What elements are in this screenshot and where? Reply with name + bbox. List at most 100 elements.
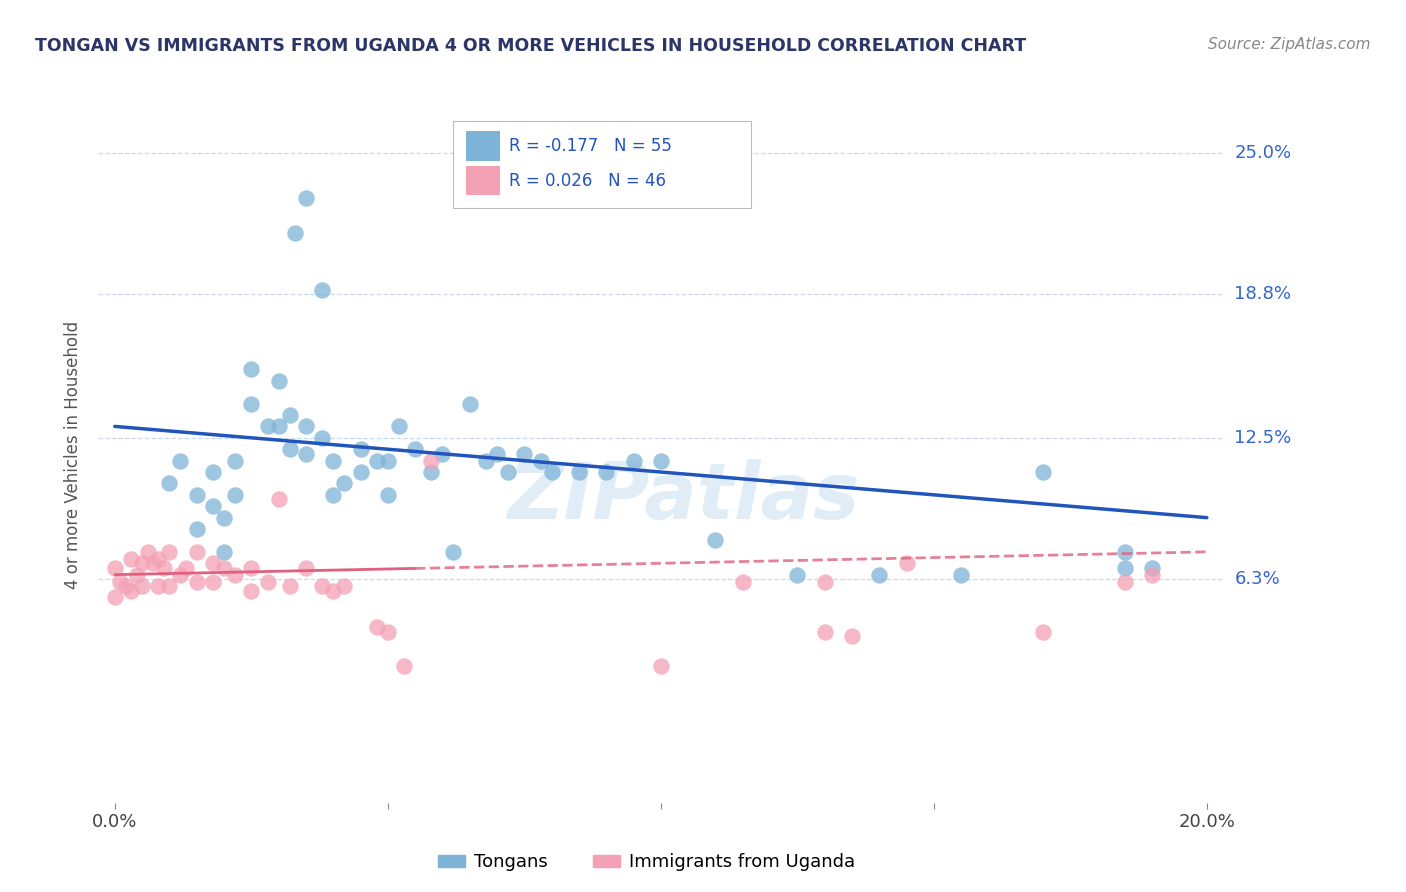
Point (212, 545, 235, 559)
Point (595, 465, 617, 479)
Point (311, 431, 333, 445)
Point (295, 561, 318, 575)
Point (110, 574, 132, 589)
Point (404, 442, 426, 457)
Point (104, 561, 127, 575)
Point (731, 574, 754, 589)
Point (377, 488, 399, 502)
Point (322, 453, 344, 467)
FancyBboxPatch shape (453, 121, 751, 208)
Point (157, 579, 180, 593)
Point (366, 453, 388, 467)
Point (841, 629, 863, 643)
Text: Source: ZipAtlas.com: Source: ZipAtlas.com (1208, 37, 1371, 53)
Point (623, 453, 645, 467)
Point (153, 561, 176, 575)
Point (420, 465, 443, 479)
Point (157, 476, 180, 491)
Point (157, 545, 180, 559)
Point (212, 510, 235, 524)
Point (814, 574, 837, 589)
Point (349, 465, 371, 479)
Text: R = -0.177   N = 55: R = -0.177 N = 55 (509, 137, 672, 155)
Point (322, 488, 344, 502)
Text: 25.0%: 25.0% (1234, 144, 1292, 161)
Point (267, 374, 290, 388)
Point (224, 488, 246, 502)
Point (267, 492, 290, 507)
Point (530, 453, 553, 467)
Point (186, 574, 208, 589)
Point (420, 453, 443, 467)
Point (1032, 624, 1054, 639)
Point (169, 453, 191, 467)
Point (650, 659, 672, 673)
Point (295, 419, 318, 434)
Legend: Tongans, Immigrants from Uganda: Tongans, Immigrants from Uganda (430, 847, 863, 879)
Point (186, 488, 208, 502)
Point (333, 579, 356, 593)
Text: 12.5%: 12.5% (1234, 429, 1292, 447)
Point (240, 561, 263, 575)
Point (950, 567, 973, 582)
Point (513, 447, 536, 461)
Point (202, 465, 225, 479)
Text: TONGAN VS IMMIGRANTS FROM UGANDA 4 OR MORE VEHICLES IN HOUSEHOLD CORRELATION CHA: TONGAN VS IMMIGRANTS FROM UGANDA 4 OR MO… (35, 37, 1026, 55)
Point (1142, 567, 1164, 582)
Point (278, 579, 301, 593)
Point (136, 545, 159, 559)
Point (786, 567, 808, 582)
Point (256, 419, 278, 434)
Point (814, 624, 837, 639)
Point (267, 419, 290, 434)
Point (256, 574, 278, 589)
Point (295, 447, 318, 461)
Point (1114, 561, 1136, 575)
Point (496, 465, 519, 479)
Point (568, 465, 591, 479)
Point (868, 567, 890, 582)
Point (125, 567, 148, 582)
Point (1032, 465, 1054, 479)
Point (186, 545, 208, 559)
Text: 18.8%: 18.8% (1234, 285, 1291, 303)
Point (432, 447, 454, 461)
Point (377, 453, 399, 467)
Point (1114, 545, 1136, 559)
Point (349, 442, 371, 457)
Point (278, 442, 301, 457)
Text: R = 0.026   N = 46: R = 0.026 N = 46 (509, 172, 666, 190)
Point (202, 556, 225, 570)
Point (475, 453, 498, 467)
Point (377, 624, 399, 639)
Point (322, 583, 344, 598)
Point (202, 500, 225, 514)
Point (148, 579, 170, 593)
Point (896, 556, 918, 570)
Point (366, 620, 388, 634)
Point (392, 659, 415, 673)
Point (284, 226, 307, 240)
Point (240, 362, 263, 376)
Point (458, 396, 481, 410)
Point (311, 579, 333, 593)
Text: 6.3%: 6.3% (1234, 570, 1279, 588)
Point (224, 567, 246, 582)
Point (311, 283, 333, 297)
Point (704, 533, 727, 548)
Text: ZIPatlas: ZIPatlas (508, 458, 859, 534)
Point (1114, 574, 1136, 589)
Point (148, 551, 170, 566)
Point (212, 561, 235, 575)
Point (650, 453, 672, 467)
Point (120, 583, 142, 598)
Point (333, 476, 356, 491)
Point (131, 579, 153, 593)
Point (120, 551, 142, 566)
Point (174, 561, 197, 575)
Point (441, 545, 464, 559)
Y-axis label: 4 or more Vehicles in Household: 4 or more Vehicles in Household (65, 321, 83, 589)
Point (104, 591, 127, 605)
Point (224, 453, 246, 467)
Point (186, 522, 208, 536)
